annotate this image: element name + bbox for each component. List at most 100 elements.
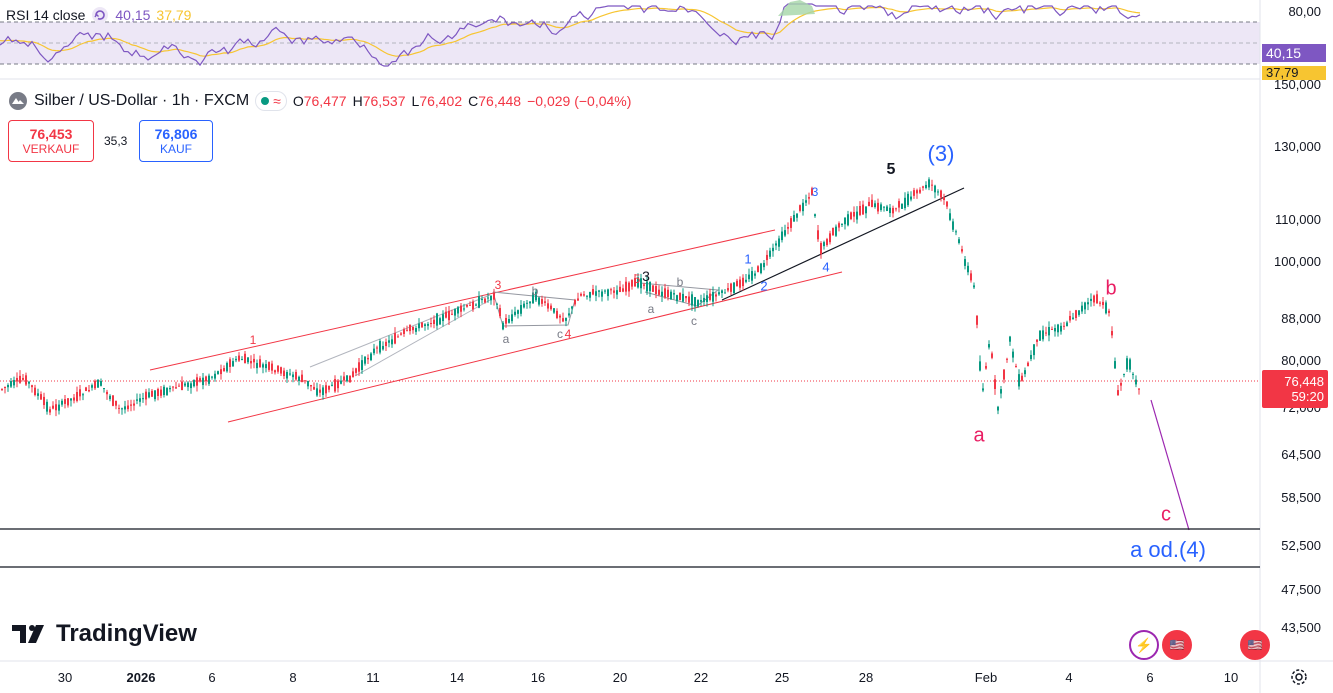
current-price-value: 76,448	[1284, 374, 1324, 389]
sub-wave-label[interactable]: 3	[642, 268, 650, 284]
candle-body	[811, 188, 813, 196]
sub-wave-label[interactable]: 3	[494, 278, 502, 292]
projection-line[interactable]	[1150, 399, 1190, 531]
sub-wave-label[interactable]: c	[557, 327, 563, 341]
candle-body	[1000, 389, 1002, 394]
sub-wave-label[interactable]: 1	[744, 251, 752, 267]
wave-label-a[interactable]: a	[973, 424, 985, 447]
candle-body	[319, 389, 321, 393]
rsi-axis-label: 80,00	[1288, 4, 1321, 19]
time-label: 10	[1223, 670, 1239, 685]
wave-label-5[interactable]: 5	[886, 161, 896, 178]
candle-body	[472, 301, 474, 310]
candle-body	[238, 355, 240, 361]
channel-lower-line[interactable]	[227, 271, 843, 423]
candle-body	[433, 319, 435, 324]
candle-body	[568, 313, 570, 316]
sub-wave-label[interactable]: b	[531, 284, 539, 298]
candle-body	[478, 296, 480, 308]
candle-body	[904, 197, 906, 209]
candle-body	[988, 344, 990, 348]
candle-body	[943, 197, 945, 201]
candle-body	[193, 379, 195, 387]
candle-body	[148, 392, 150, 398]
candle-body	[736, 280, 738, 287]
wave-label-c[interactable]: c	[1161, 503, 1171, 526]
candle-body	[841, 223, 843, 225]
candle-body	[1129, 359, 1131, 370]
symbol-name[interactable]: Silber / US-Dollar · 1h · FXCM	[34, 92, 250, 109]
candle-body	[334, 379, 336, 392]
candle-body	[223, 368, 225, 372]
candle-body	[607, 289, 609, 297]
sub-wave-label[interactable]: a	[647, 302, 655, 316]
buy-button[interactable]: 76,806 KAUF	[139, 120, 213, 162]
candle-body	[631, 280, 633, 287]
candle-body	[610, 289, 612, 291]
candle-body	[652, 285, 654, 292]
candle-body	[619, 286, 621, 292]
sub-wave-label[interactable]: 4	[564, 327, 572, 341]
sub-wave-label[interactable]: 3	[811, 185, 819, 199]
candle-body	[685, 296, 687, 299]
sub-wave-label[interactable]: 2	[760, 278, 768, 294]
price-label: 88,000	[1281, 311, 1321, 326]
sub-wave-label[interactable]: c	[691, 314, 697, 328]
sub-channel-upper[interactable]	[309, 294, 491, 368]
candle-body	[298, 376, 300, 382]
candle-body	[757, 266, 759, 273]
candle-body	[139, 398, 141, 402]
candle-body	[559, 315, 561, 318]
candle-body	[40, 394, 42, 400]
candle-body	[175, 387, 177, 389]
time-label: 6	[208, 670, 216, 685]
time-label: 11	[366, 670, 380, 685]
candle-body	[448, 310, 450, 321]
candle-body	[67, 398, 69, 406]
rsi-legend[interactable]: RSI 14 close 40,15 37,79	[6, 5, 191, 25]
candle-body	[1135, 379, 1137, 385]
candle-body	[439, 318, 441, 325]
trend-line-black[interactable]	[721, 187, 965, 301]
candle-body	[808, 197, 810, 199]
candle-body	[268, 362, 270, 370]
us-flag-icon[interactable]: 🇺🇸	[1240, 630, 1270, 660]
candle-body	[868, 201, 870, 206]
candle-body	[604, 290, 606, 292]
wave-label-b[interactable]: b	[1105, 277, 1117, 300]
sub-wave-label[interactable]: 5	[633, 272, 641, 286]
candle-body	[1102, 301, 1104, 306]
sub-wave-label[interactable]: a	[502, 332, 510, 346]
candle-body	[331, 384, 333, 386]
us-flag-icon[interactable]: 🇺🇸	[1162, 630, 1192, 660]
candle-body	[1081, 305, 1083, 312]
channel-upper-line[interactable]	[149, 229, 776, 371]
wave-target-label[interactable]: a od.(4)	[1130, 537, 1206, 562]
sub-wave-label[interactable]: b	[676, 275, 684, 289]
wave-label-3[interactable]: (3)	[927, 141, 955, 166]
candle-body	[112, 395, 114, 406]
symbol-legend[interactable]: Silber / US-Dollar · 1h · FXCM ≈ O76,477…	[8, 90, 631, 112]
sub-wave-label[interactable]: 1	[249, 333, 257, 347]
candle-body	[1003, 369, 1005, 380]
sub-wave-label[interactable]: 4	[822, 259, 830, 275]
sell-button[interactable]: 76,453 VERKAUF	[8, 120, 94, 162]
candle-body	[748, 274, 750, 280]
candle-body	[100, 380, 102, 386]
candle-body	[1, 388, 3, 390]
candle-body	[625, 281, 627, 292]
tradingview-logo[interactable]: TradingView	[12, 620, 197, 648]
sub-channel-lower[interactable]	[354, 299, 491, 377]
gear-icon[interactable]	[1290, 668, 1308, 686]
lightning-icon[interactable]: ⚡	[1129, 630, 1159, 660]
rsi-overbought-fill	[778, 0, 815, 16]
candle-body	[640, 278, 642, 289]
candle-body	[883, 206, 885, 208]
candle-body	[739, 279, 741, 288]
refresh-icon[interactable]	[91, 6, 109, 24]
market-status[interactable]: ≈	[255, 91, 287, 111]
candle-body	[310, 385, 312, 387]
candle-body	[499, 308, 501, 317]
candle-body	[688, 296, 690, 303]
